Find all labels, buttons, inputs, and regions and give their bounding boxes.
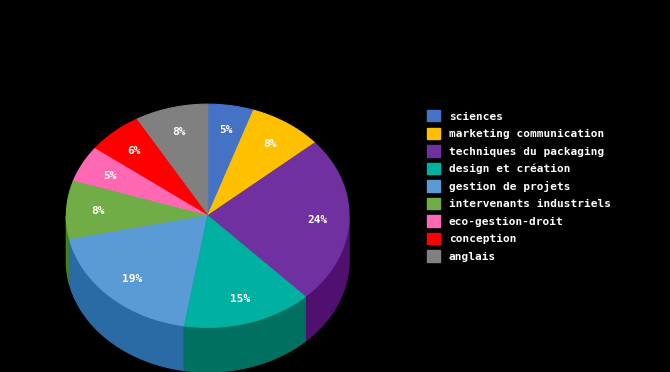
Polygon shape xyxy=(66,216,70,284)
Text: 5%: 5% xyxy=(219,125,232,135)
Text: 5%: 5% xyxy=(103,171,117,180)
Polygon shape xyxy=(70,216,208,284)
Text: 6%: 6% xyxy=(127,146,141,156)
Polygon shape xyxy=(208,110,315,216)
Text: 15%: 15% xyxy=(230,294,250,304)
Text: 19%: 19% xyxy=(121,274,142,284)
Legend: sciences, marketing communication, techniques du packaging, design et création, : sciences, marketing communication, techn… xyxy=(421,105,616,267)
Polygon shape xyxy=(73,149,208,216)
Polygon shape xyxy=(66,181,208,240)
Text: 8%: 8% xyxy=(263,139,276,149)
Polygon shape xyxy=(184,296,305,372)
Polygon shape xyxy=(208,216,305,341)
Text: 8%: 8% xyxy=(91,206,105,217)
Polygon shape xyxy=(94,119,208,216)
Polygon shape xyxy=(70,240,184,371)
Text: 8%: 8% xyxy=(172,127,186,137)
Polygon shape xyxy=(208,143,349,296)
Polygon shape xyxy=(208,216,305,341)
Polygon shape xyxy=(137,104,208,216)
Polygon shape xyxy=(70,216,208,284)
Polygon shape xyxy=(184,216,208,371)
Polygon shape xyxy=(184,216,208,371)
Polygon shape xyxy=(184,216,305,327)
Polygon shape xyxy=(305,217,349,341)
Polygon shape xyxy=(70,216,208,326)
Text: 24%: 24% xyxy=(308,215,328,225)
Polygon shape xyxy=(208,104,254,216)
